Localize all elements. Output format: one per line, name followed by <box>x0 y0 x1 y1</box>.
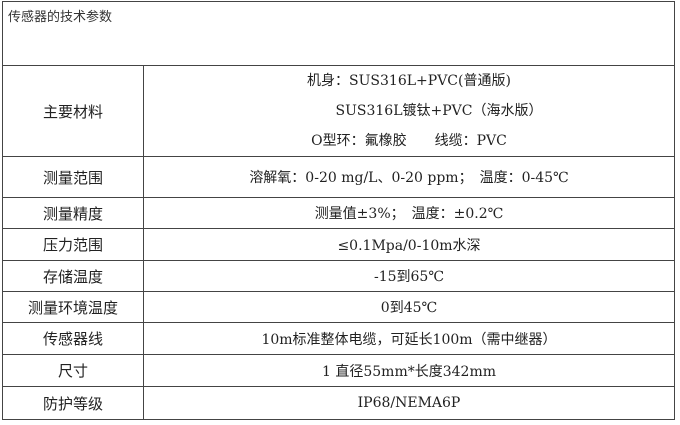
table-title: 传感器的技术参数 <box>8 10 113 25</box>
row-label: 主要材料 <box>2 65 144 157</box>
row-value: 机身：SUS316L+PVC(普通版) SUS316L镀钛+PVC（海水版） O… <box>143 65 675 157</box>
table-row: 测量环境温度 0到45℃ <box>2 291 675 323</box>
row-value: 0到45℃ <box>143 291 675 323</box>
table-row: 存储温度 -15到65℃ <box>2 260 675 292</box>
table-row: 防护等级 IP68/NEMA6P <box>2 386 675 420</box>
value-line: SUS316L镀钛+PVC（海水版） <box>335 103 543 119</box>
row-label: 传感器线 <box>2 322 144 355</box>
spec-table: 主要材料 机身：SUS316L+PVC(普通版) SUS316L镀钛+PVC（海… <box>2 65 675 420</box>
row-label: 测量环境温度 <box>2 291 144 323</box>
table-row: 测量范围 溶解氧：0-20 mg/L、0-20 ppm； 温度：0-45℃ <box>2 156 675 198</box>
row-value: 1 直径55mm*长度342mm <box>143 354 675 387</box>
row-value: IP68/NEMA6P <box>143 386 675 420</box>
table-row: 主要材料 机身：SUS316L+PVC(普通版) SUS316L镀钛+PVC（海… <box>2 65 675 157</box>
row-value: ≤0.1Mpa/0-10m水深 <box>143 228 675 261</box>
row-label: 防护等级 <box>2 386 144 420</box>
table-row: 压力范围 ≤0.1Mpa/0-10m水深 <box>2 228 675 261</box>
row-label: 测量范围 <box>2 156 144 198</box>
row-value: 测量值±3%； 温度：±0.2℃ <box>143 197 675 229</box>
table-row: 尺寸 1 直径55mm*长度342mm <box>2 354 675 387</box>
row-label: 测量精度 <box>2 197 144 229</box>
row-value: -15到65℃ <box>143 260 675 292</box>
row-label: 压力范围 <box>2 228 144 261</box>
table-row: 传感器线 10m标准整体电缆，可延长100m（需中继器） <box>2 322 675 355</box>
table-row: 测量精度 测量值±3%； 温度：±0.2℃ <box>2 197 675 229</box>
row-value: 溶解氧：0-20 mg/L、0-20 ppm； 温度：0-45℃ <box>143 156 675 198</box>
row-value: 10m标准整体电缆，可延长100m（需中继器） <box>143 322 675 355</box>
value-line: O型环：氟橡胶 线缆：PVC <box>311 133 507 149</box>
row-label: 存储温度 <box>2 260 144 292</box>
value-line: 机身：SUS316L+PVC(普通版) <box>307 73 511 89</box>
row-label: 尺寸 <box>2 354 144 387</box>
